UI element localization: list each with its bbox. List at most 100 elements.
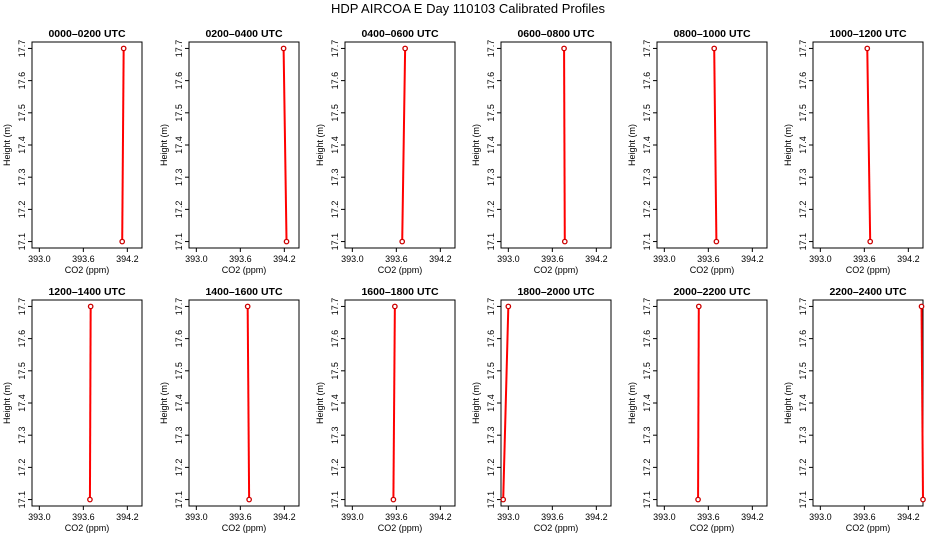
profile-point <box>695 303 702 310</box>
y-tick-label: 17.4 <box>798 394 808 412</box>
x-tick-label: 393.0 <box>28 512 51 522</box>
profile-point <box>918 303 925 310</box>
panel-title: 2200–2400 UTC <box>829 286 906 298</box>
y-tick-label: 17.6 <box>330 72 340 90</box>
profile-line <box>121 48 125 242</box>
plot-frame <box>31 299 143 507</box>
y-tick-label: 17.3 <box>330 426 340 444</box>
y-axis-label: Height (m) <box>2 124 12 166</box>
y-tick-label: 17.6 <box>17 330 27 348</box>
plot-frame <box>500 299 612 507</box>
y-tick-label: 17.4 <box>174 394 184 412</box>
y-tick-label: 17.3 <box>330 168 340 186</box>
y-tick-label: 17.5 <box>330 104 340 122</box>
profile-point <box>561 238 568 245</box>
profile-point <box>390 496 397 503</box>
x-tick-label: 393.0 <box>185 254 208 264</box>
y-tick-label: 17.1 <box>174 233 184 251</box>
y-tick-label: 17.6 <box>798 72 808 90</box>
y-tick-label: 17.7 <box>486 40 496 58</box>
x-axis-label: CO2 (ppm) <box>378 523 423 533</box>
y-tick-label: 17.4 <box>798 136 808 154</box>
y-tick-label: 17.4 <box>642 394 652 412</box>
x-tick-label: 394.2 <box>429 512 452 522</box>
x-axis-label: CO2 (ppm) <box>846 265 891 275</box>
y-tick-label: 17.2 <box>642 459 652 477</box>
y-tick-label: 17.2 <box>17 201 27 219</box>
profile-panel: 1800–2000 UTC 393.0 393.6 394.2 17.1 17.2 17.3… <box>471 286 612 533</box>
y-tick-label: 17.3 <box>798 168 808 186</box>
profile-point <box>244 303 251 310</box>
profile-point <box>280 45 287 52</box>
y-tick-label: 17.5 <box>486 104 496 122</box>
y-tick-label: 17.4 <box>17 136 27 154</box>
profile-line <box>866 48 872 242</box>
profile-point <box>283 238 290 245</box>
y-axis-label: Height (m) <box>315 382 325 424</box>
y-tick-label: 17.4 <box>330 394 340 412</box>
profile-point <box>561 45 567 52</box>
y-tick-label: 17.1 <box>486 491 496 509</box>
y-axis-label: Height (m) <box>471 124 481 166</box>
x-tick-label: 394.2 <box>273 254 296 264</box>
y-axis-label: Height (m) <box>783 124 793 166</box>
x-tick-label: 394.2 <box>273 512 296 522</box>
y-tick-label: 17.2 <box>486 201 496 219</box>
profile-panel: 0000–0200 UTC 393.0 393.6 394.2 17.1 17.2 17.3… <box>2 28 143 275</box>
y-tick-label: 17.3 <box>174 426 184 444</box>
x-axis-label: CO2 (ppm) <box>690 523 735 533</box>
plot-frame <box>656 41 768 249</box>
y-tick-label: 17.2 <box>17 459 27 477</box>
figure-title: HDP AIRCOA E Day 110103 Calibrated Profi… <box>331 1 606 16</box>
plot-frame <box>344 41 456 249</box>
profile-panel: 1200–1400 UTC 393.0 393.6 394.2 17.1 17.2 17.3… <box>2 286 143 533</box>
y-tick-label: 17.1 <box>642 233 652 251</box>
profile-point <box>87 303 94 310</box>
y-tick-label: 17.2 <box>174 201 184 219</box>
y-tick-label: 17.6 <box>642 72 652 90</box>
y-tick-label: 17.7 <box>17 40 27 58</box>
y-tick-label: 17.5 <box>174 104 184 122</box>
profile-panel: 0600–0800 UTC 393.0 393.6 394.2 17.1 17.2 17.3… <box>471 28 612 275</box>
y-tick-label: 17.2 <box>798 459 808 477</box>
x-tick-label: 393.6 <box>385 254 408 264</box>
x-tick-label: 393.6 <box>72 254 95 264</box>
profile-panel: 1000–1200 UTC 393.0 393.6 394.2 17.1 17.2 17.3… <box>783 28 924 275</box>
y-axis-label: Height (m) <box>471 382 481 424</box>
y-tick-label: 17.7 <box>330 298 340 316</box>
y-tick-label: 17.3 <box>486 168 496 186</box>
profile-point <box>120 45 127 52</box>
y-tick-label: 17.4 <box>486 136 496 154</box>
x-axis-label: CO2 (ppm) <box>690 265 735 275</box>
x-axis-label: CO2 (ppm) <box>846 523 891 533</box>
panel-title: 0400–0600 UTC <box>361 28 438 40</box>
y-tick-label: 17.3 <box>642 168 652 186</box>
x-tick-label: 394.2 <box>897 512 920 522</box>
profile-line <box>246 306 251 500</box>
plot-frame <box>188 41 300 249</box>
y-tick-label: 17.3 <box>642 426 652 444</box>
y-tick-label: 17.1 <box>330 491 340 509</box>
x-tick-label: 393.0 <box>185 512 208 522</box>
y-axis-label: Height (m) <box>627 382 637 424</box>
x-tick-label: 393.0 <box>341 254 364 264</box>
plot-frame <box>188 299 300 507</box>
y-tick-label: 17.4 <box>174 136 184 154</box>
y-axis-label: Height (m) <box>2 382 12 424</box>
profile-line <box>282 48 288 242</box>
y-tick-label: 17.2 <box>798 201 808 219</box>
x-axis-label: CO2 (ppm) <box>65 523 110 533</box>
y-tick-label: 17.1 <box>17 491 27 509</box>
y-tick-label: 17.1 <box>798 233 808 251</box>
profile-point <box>695 496 701 503</box>
profile-point <box>713 238 720 245</box>
x-tick-label: 393.6 <box>853 254 876 264</box>
panel-title: 0600–0800 UTC <box>517 28 594 40</box>
y-tick-label: 17.3 <box>174 168 184 186</box>
x-tick-label: 393.0 <box>809 254 832 264</box>
y-tick-label: 17.1 <box>17 233 27 251</box>
panel-title: 1000–1200 UTC <box>829 28 906 40</box>
y-tick-label: 17.7 <box>642 40 652 58</box>
x-tick-label: 394.2 <box>429 254 452 264</box>
y-tick-label: 17.6 <box>174 330 184 348</box>
